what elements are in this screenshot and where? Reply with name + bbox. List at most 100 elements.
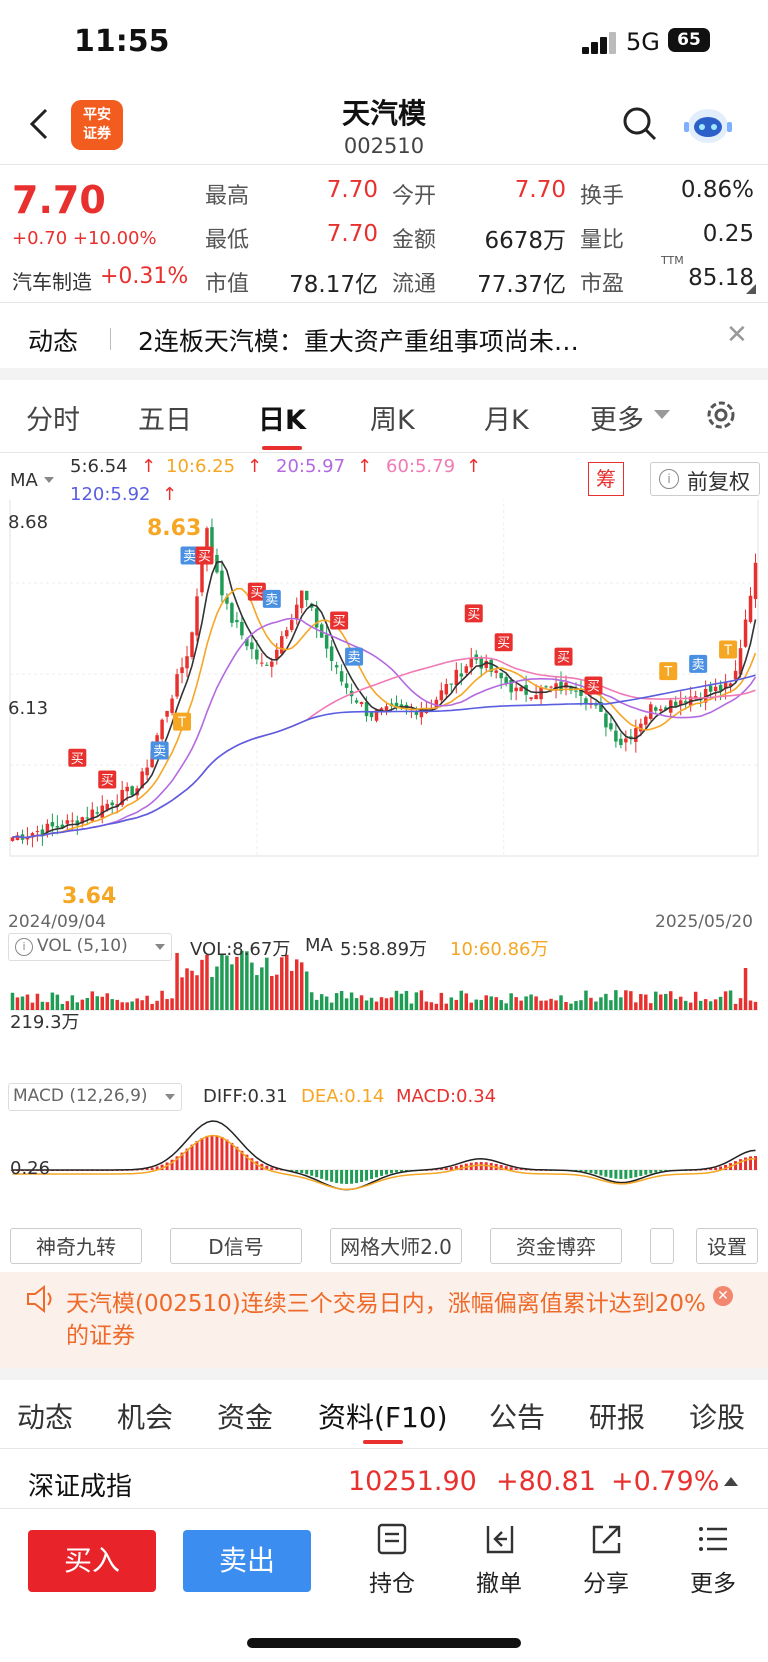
macd-bar [310,1170,314,1176]
volume-bar [150,1003,154,1010]
trade-marker-label: 买 [333,615,346,630]
candle-body [304,590,309,601]
date-end: 2025/05/20 [655,912,753,932]
volume-bar [60,1003,65,1010]
volume-bar [100,996,104,1010]
tab-announcement[interactable]: 公告 [489,1401,546,1434]
ma5-value: 5:6.54 [70,456,128,477]
volume-selector[interactable]: i VOL (5,10) [8,933,172,961]
volume-bar [30,1002,35,1010]
macd-bar [245,1154,249,1170]
volume-bar [290,970,294,1010]
volume-bar [265,957,269,1010]
tab-f10[interactable]: 资料(F10) [318,1401,448,1434]
close-icon[interactable]: ✕ [713,1286,733,1306]
tab-daily-k[interactable]: 日K [258,405,306,436]
adjust-button[interactable]: i 前复权 [650,462,760,496]
buy-button[interactable]: 买入 [28,1530,156,1592]
volume-bar [738,998,743,1010]
close-icon[interactable]: ✕ [726,320,748,350]
volume-bar [579,1000,583,1010]
settings-button[interactable] [704,398,738,436]
grid-master-button[interactable]: 网格大师2.0 [330,1228,462,1264]
tab-capital[interactable]: 资金 [217,1401,274,1434]
trade-marker [719,640,738,659]
indicator-settings-button[interactable]: 设置 [696,1228,758,1264]
sector-name[interactable]: 汽车制造 [12,270,92,294]
share-button[interactable]: 分享 [566,1522,646,1598]
tab-intraday[interactable]: 分时 [26,405,80,436]
candle-body [514,687,518,692]
volume-bar [15,997,20,1010]
news-headline[interactable]: 2连板天汽模：重大资产重组事项尚未… [138,327,579,356]
macd-bar [479,1162,483,1170]
more-button[interactable]: 更多 [673,1522,753,1598]
trade-marker-label: T [723,643,732,658]
volume-bar [175,952,179,1010]
volume-bar [140,1000,144,1010]
positions-button[interactable]: 持仓 [352,1522,432,1598]
volume-bar [554,1000,558,1010]
ma-selector[interactable]: MA [10,470,38,491]
candle-body [35,831,40,833]
macd-bar [389,1170,393,1174]
candle-body [748,595,753,623]
tab-weekly-k[interactable]: 周K [370,405,415,436]
volume-selector-label: VOL (5,10) [37,936,128,956]
candle-body [644,716,648,725]
macd-bar [604,1170,608,1177]
alert-text[interactable]: 天汽模(002510)连续三个交易日内，涨幅偏离值累计达到20%的证券 [66,1291,706,1349]
caret-up-icon[interactable] [724,1477,738,1486]
macd-bar [449,1166,453,1170]
tab-opportunity[interactable]: 机会 [117,1401,174,1434]
volume-bar [225,955,229,1010]
expand-corner-icon[interactable] [746,284,756,294]
tab-research[interactable]: 研报 [589,1401,646,1434]
candle-body [30,833,35,838]
assistant-button[interactable] [683,102,733,146]
tab-monthly-k[interactable]: 月K [484,405,529,436]
macd-bar [205,1135,209,1170]
tab-more[interactable]: 更多 [590,405,644,436]
adjust-label: 前复权 [687,470,750,494]
index-change: +80.81 [496,1466,596,1497]
volume-bar [614,990,618,1010]
d-signal-button[interactable]: D信号 [170,1228,302,1264]
macd-selector[interactable]: MACD (12,26,9) [8,1083,182,1111]
candle-body [190,632,194,657]
index-name[interactable]: 深证成指 [28,1472,133,1502]
volume-bar [529,994,533,1010]
sell-button[interactable]: 卖出 [183,1530,311,1592]
volume-bar [230,964,234,1010]
volume-bar [584,990,588,1010]
nine-turn-button[interactable]: 神奇九转 [10,1228,142,1264]
volume-bar [499,1000,503,1010]
tab-news[interactable]: 动态 [17,1401,74,1434]
volume-bar [494,997,498,1010]
chip-distribution-button[interactable]: 筹 [588,462,624,496]
volume-bar [80,999,85,1010]
broker-logo[interactable]: 平安 证券 [71,100,123,150]
capital-game-button[interactable]: 资金博弈 [490,1228,622,1264]
macd-bar [215,1135,219,1170]
cancel-order-button[interactable]: 撤单 [459,1522,539,1598]
macd-bar [749,1156,753,1170]
tab-diagnosis[interactable]: 诊股 [689,1401,746,1434]
volume-bar [280,957,284,1010]
volume-bar [619,997,623,1010]
search-button[interactable] [620,104,660,144]
candle-body [369,712,374,718]
macd-dea: DEA:0.14 [301,1086,385,1107]
date-start: 2024/09/04 [8,912,106,932]
quote-label: 流通 [392,272,437,297]
more-indicator-button[interactable] [650,1228,674,1264]
news-divider [110,328,111,350]
back-button[interactable] [22,100,62,148]
candle-body [499,672,503,679]
tab-five-day[interactable]: 五日 [138,405,192,436]
tab-underline [262,446,302,450]
volume-bar [469,1002,474,1010]
candle-body [120,789,124,806]
candle-body [374,710,379,721]
